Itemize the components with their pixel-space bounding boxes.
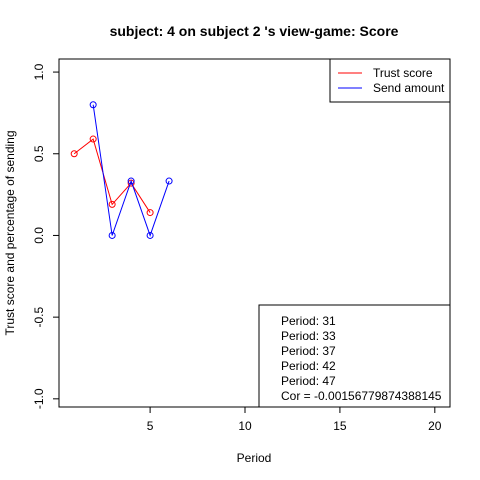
y-axis-label: Trust score and percentage of sending bbox=[3, 130, 17, 335]
data-point-send-amount bbox=[146, 231, 154, 239]
legend-box bbox=[329, 58, 451, 103]
data-point-send-amount bbox=[89, 101, 97, 109]
x-tick-label: 15 bbox=[333, 419, 347, 433]
y-tick-label: 0.0 bbox=[32, 227, 46, 244]
info-box-line: Period: 31 bbox=[281, 314, 336, 328]
x-axis-label: Period bbox=[237, 451, 272, 465]
y-tick-label: -0.5 bbox=[32, 306, 46, 327]
series-send-amount bbox=[89, 101, 173, 239]
y-tick-label: -1.0 bbox=[32, 388, 46, 409]
chart-title: subject: 4 on subject 2 's view-game: Sc… bbox=[110, 23, 399, 39]
series-line-trust-score bbox=[73, 138, 151, 213]
data-point-send-amount bbox=[165, 177, 173, 185]
y-axis: -1.0 -0.5 0.0 0.5 1.0 bbox=[32, 63, 60, 409]
x-tick-label: 20 bbox=[428, 419, 442, 433]
info-box-line: Period: 33 bbox=[281, 329, 336, 343]
info-box-line: Period: 47 bbox=[281, 374, 336, 388]
info-box-line: Period: 37 bbox=[281, 344, 336, 358]
legend-label: Trust score bbox=[373, 66, 433, 80]
x-tick-label: 10 bbox=[238, 419, 252, 433]
data-point-send-amount bbox=[108, 231, 116, 239]
data-point-trust-score bbox=[108, 200, 116, 208]
series-line-send-amount bbox=[92, 104, 170, 237]
info-box-line: Period: 42 bbox=[281, 359, 336, 373]
legend-label: Send amount bbox=[373, 81, 445, 95]
series-trust-score bbox=[70, 135, 154, 217]
data-point-send-amount bbox=[127, 177, 135, 185]
y-tick-label: 0.5 bbox=[32, 145, 46, 162]
info-box-frame bbox=[258, 304, 451, 408]
data-point-trust-score bbox=[146, 209, 154, 217]
data-point-trust-score bbox=[70, 150, 78, 158]
x-tick-label: 5 bbox=[147, 419, 154, 433]
info-box-line: Cor = -0.00156779874388145 bbox=[281, 389, 442, 403]
data-point-trust-score bbox=[89, 135, 97, 143]
series-layer bbox=[70, 101, 173, 239]
y-tick-label: 1.0 bbox=[32, 63, 46, 80]
